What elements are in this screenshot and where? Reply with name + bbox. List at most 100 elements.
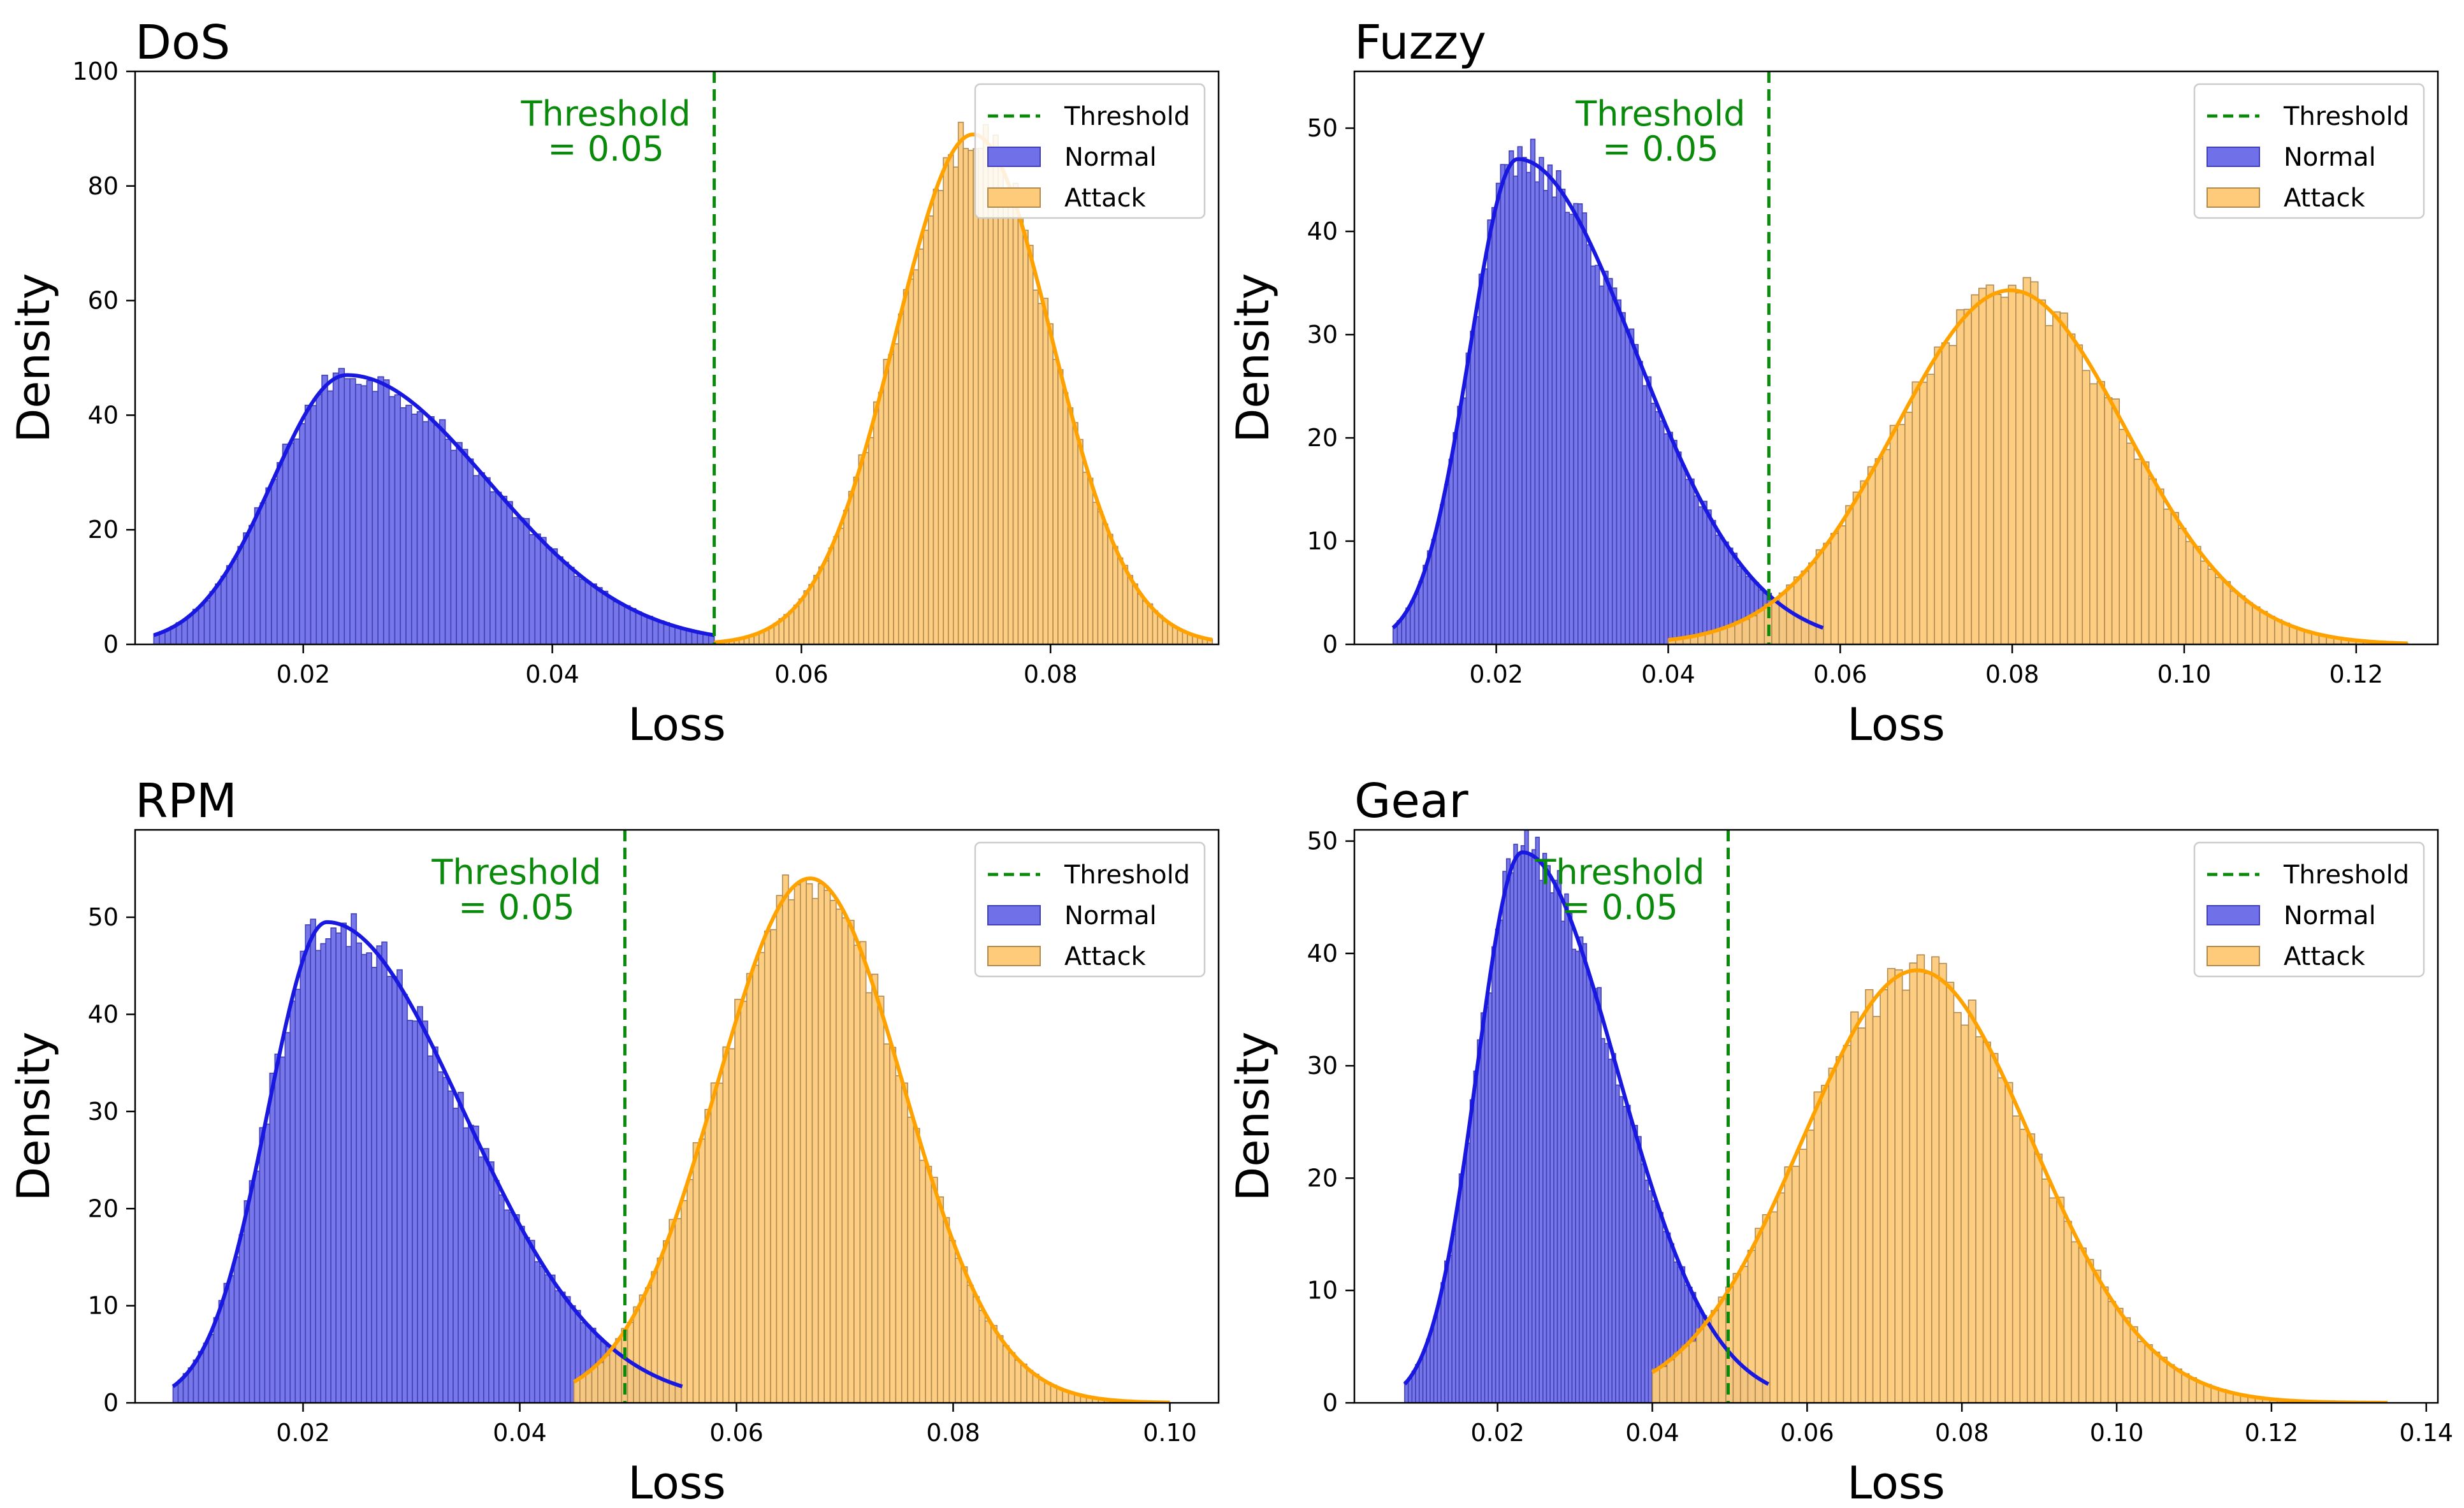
hist-bar-attack: [1880, 989, 1888, 1403]
hist-bar-normal: [1680, 465, 1686, 644]
hist-bar-attack: [1894, 969, 1903, 1403]
hist-bar-normal: [1590, 983, 1595, 1403]
kde-curve-normal: [171, 920, 683, 1389]
hist-bar-normal: [1409, 601, 1416, 644]
hist-bar-normal: [1633, 1124, 1638, 1403]
hist-bar-normal: [433, 424, 440, 644]
hist-bar-attack: [1038, 1379, 1045, 1403]
hist-bar-attack: [1997, 1077, 2006, 1403]
hist-bar-normal: [472, 475, 480, 644]
hist-bar-attack: [2229, 590, 2238, 644]
hist-bar-attack: [1867, 466, 1876, 644]
hist-bar-normal: [1556, 170, 1562, 644]
hist-bar-attack: [2096, 381, 2105, 644]
hist-bar-normal: [391, 976, 398, 1403]
hist-bar-attack: [2122, 1317, 2131, 1403]
hist-bar-attack: [2119, 428, 2127, 644]
hist-bar-normal: [518, 517, 525, 644]
hist-bar-normal: [228, 1275, 235, 1403]
hist-bar-attack: [1666, 1359, 1675, 1403]
hist-bar-attack: [2152, 1351, 2161, 1403]
hist-bar-normal: [1431, 539, 1437, 644]
threshold-annotation: = 0.05: [458, 887, 575, 927]
hist-bar-normal: [1495, 928, 1500, 1403]
hist-bar-attack: [2148, 478, 2157, 644]
hist-bar-normal: [488, 1161, 495, 1403]
hist-bar-attack: [2100, 1286, 2109, 1403]
hist-bar-attack: [597, 1362, 605, 1403]
hist-bar-attack: [1017, 217, 1024, 644]
hist-bar-normal: [533, 1261, 540, 1403]
hist-bar-normal: [237, 546, 244, 644]
threshold-annotation: = 0.05: [1602, 129, 1719, 169]
hist-bar-normal: [1547, 164, 1553, 644]
hist-bar-normal: [596, 587, 603, 644]
hist-bar-attack: [2011, 1115, 2021, 1403]
hist-bar-normal: [412, 1020, 418, 1403]
hist-bar-attack: [2030, 281, 2039, 644]
hist-bar-normal: [396, 969, 403, 1403]
hist-bar-attack: [1695, 1328, 1705, 1403]
hist-bar-normal: [1418, 581, 1424, 644]
hist-bar-normal: [635, 611, 642, 644]
hist-bar-normal: [1553, 880, 1558, 1403]
legend-attack-swatch: [987, 946, 1041, 966]
hist-bar-attack: [808, 584, 815, 644]
hist-bar-attack: [1756, 609, 1765, 644]
hist-bar-normal: [400, 407, 407, 644]
x-axis-label: Loss: [628, 1457, 726, 1508]
hist-bar-normal: [1586, 244, 1591, 644]
hist-bar-normal: [1582, 943, 1588, 1403]
hist-bar-attack: [2089, 383, 2098, 644]
hist-bar-normal: [321, 374, 328, 644]
hist-bar-normal: [349, 378, 356, 644]
legend-attack-swatch: [2207, 946, 2260, 966]
x-tick-label: 0.06: [1780, 1419, 1834, 1447]
hist-bar-attack: [2107, 1301, 2117, 1403]
hist-bar-normal: [1597, 987, 1602, 1403]
hist-bar-attack: [1107, 533, 1113, 644]
hist-bar-attack: [952, 166, 959, 644]
hist-bar-attack: [955, 1258, 962, 1403]
hist-bar-normal: [1607, 1059, 1613, 1403]
hist-bar-normal: [293, 439, 300, 644]
hist-bar-normal: [388, 396, 396, 644]
hist-bar-attack: [1710, 1310, 1720, 1403]
hist-bar-normal: [294, 989, 301, 1403]
hist-bar-attack: [2207, 569, 2216, 644]
hist-bar-attack: [902, 289, 910, 644]
hist-bar-normal: [1622, 1106, 1627, 1403]
x-tick-label: 0.08: [1935, 1419, 1989, 1447]
hist-bar-normal: [1482, 268, 1488, 644]
y-tick-label: 10: [88, 1292, 119, 1320]
hist-bar-normal: [478, 1156, 484, 1403]
hist-bar-attack: [2052, 311, 2061, 644]
hist-bar-attack: [843, 509, 850, 644]
hist-bar-normal: [559, 1291, 566, 1403]
axes-frame: [1353, 829, 2439, 1404]
hist-bar-attack: [895, 1075, 902, 1403]
hist-bar-normal: [209, 591, 216, 644]
hist-bar-attack: [639, 1294, 646, 1403]
hist-bar-attack: [798, 598, 805, 644]
hist-bar-normal: [279, 1056, 286, 1403]
y-tick-label: 60: [88, 287, 119, 315]
hist-bar-normal: [299, 423, 306, 644]
hist-bar-attack: [1975, 1036, 1984, 1403]
legend: Threshold Normal Attack: [974, 83, 1206, 219]
hist-bar-attack: [1860, 480, 1869, 644]
hist-bar-attack: [1077, 439, 1083, 644]
hist-bar-attack: [1052, 359, 1059, 644]
hist-bar-normal: [1611, 287, 1618, 644]
hist-bar-attack: [973, 1296, 980, 1403]
histogram-normal: [1404, 830, 1769, 1403]
hist-bar-attack: [740, 1001, 748, 1403]
hist-bar-attack: [770, 929, 778, 1403]
hist-bar-normal: [1659, 420, 1665, 644]
hist-bar-normal: [674, 627, 681, 644]
histogram-normal: [1392, 138, 1824, 644]
hist-bar-normal: [1448, 458, 1454, 644]
hist-bar-normal: [315, 394, 322, 644]
hist-bar-normal: [519, 1226, 525, 1403]
hist-bar-attack: [1651, 1368, 1660, 1403]
